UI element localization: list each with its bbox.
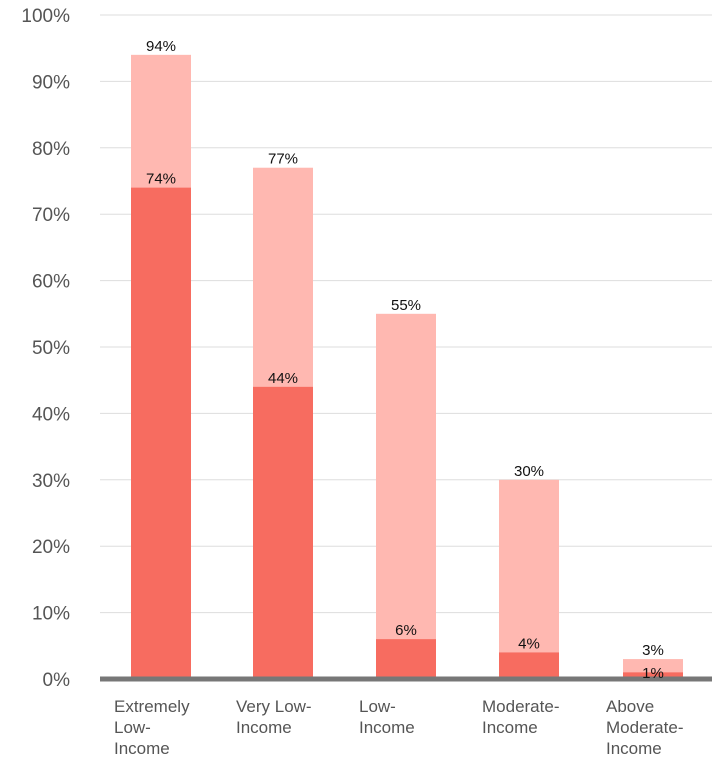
data-label: 55% bbox=[391, 297, 421, 314]
y-tick-label: 10% bbox=[32, 604, 70, 625]
y-tick-label: 50% bbox=[32, 338, 70, 359]
y-tick-label: 90% bbox=[32, 72, 70, 93]
y-tick-label: 60% bbox=[32, 272, 70, 293]
data-label: 74% bbox=[146, 171, 176, 188]
bar bbox=[623, 672, 683, 679]
bars bbox=[131, 54, 683, 679]
y-tick-label: 100% bbox=[21, 6, 70, 27]
x-tick-label: Above Moderate-Income bbox=[606, 697, 683, 758]
bar bbox=[499, 652, 559, 679]
data-label: 44% bbox=[268, 370, 298, 387]
x-axis: Extremely Low-Income Very Low-Income Low-In… bbox=[114, 697, 683, 758]
data-label: 94% bbox=[146, 38, 176, 55]
x-tick-label: Extremely Low-Income bbox=[114, 697, 190, 758]
data-label: 6% bbox=[395, 622, 417, 639]
data-label: 30% bbox=[514, 463, 544, 480]
data-labels: 94% 77% 55% 30% 3% 74% 44% 6% 4% 1% bbox=[146, 38, 664, 682]
bar bbox=[376, 313, 436, 679]
data-label: 3% bbox=[642, 642, 664, 659]
x-tick-label: Very Low-Income bbox=[236, 697, 312, 737]
y-tick-label: 20% bbox=[32, 537, 70, 558]
y-tick-label: 0% bbox=[43, 670, 71, 691]
x-tick-label: Moderate-Income bbox=[482, 697, 559, 737]
y-tick-label: 80% bbox=[32, 139, 70, 160]
data-label: 1% bbox=[642, 665, 664, 682]
y-tick-label: 30% bbox=[32, 471, 70, 492]
y-tick-label: 40% bbox=[32, 404, 70, 425]
data-label: 77% bbox=[268, 151, 298, 168]
y-tick-label: 70% bbox=[32, 205, 70, 226]
bar bbox=[253, 386, 313, 679]
data-label: 4% bbox=[518, 635, 540, 652]
y-axis: 0% 10% 20% 30% 40% 50% 60% 70% 80% 90% 100% bbox=[21, 6, 70, 691]
bar bbox=[499, 479, 559, 679]
x-tick-label: Low-Income bbox=[359, 697, 415, 737]
bar bbox=[131, 187, 191, 679]
bar bbox=[376, 639, 436, 679]
